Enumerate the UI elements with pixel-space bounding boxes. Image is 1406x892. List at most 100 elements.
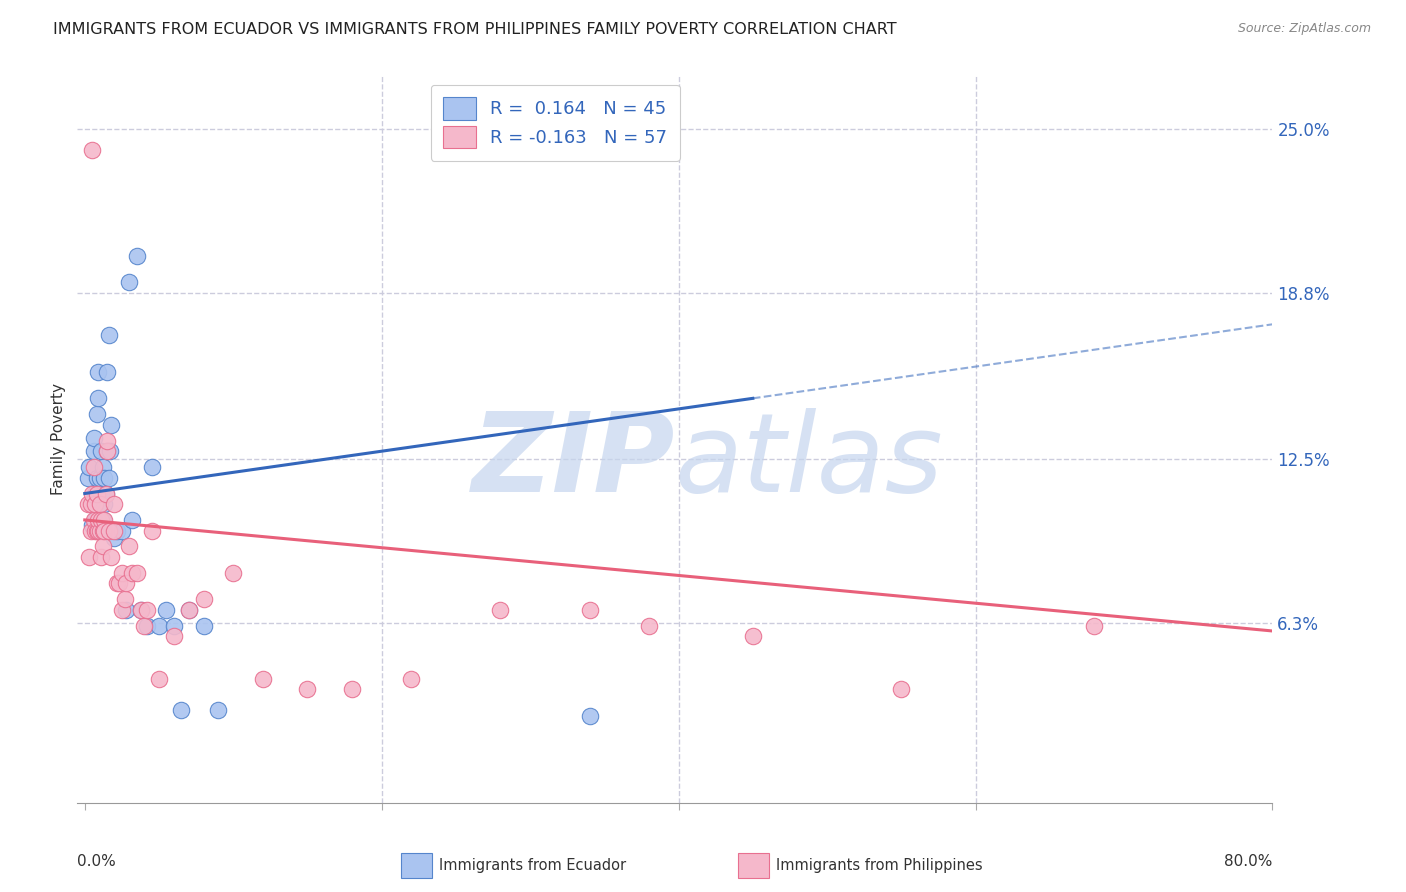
Point — [89, 497, 111, 511]
Point — [136, 603, 159, 617]
Point — [87, 524, 110, 538]
Point — [111, 603, 134, 617]
Point — [136, 618, 159, 632]
Point — [82, 518, 104, 533]
Point — [86, 407, 108, 421]
Point — [111, 524, 134, 538]
Point — [80, 497, 103, 511]
Point — [340, 682, 363, 697]
Point — [115, 603, 138, 617]
Point — [82, 486, 104, 500]
Point — [82, 143, 104, 157]
Point — [100, 417, 122, 432]
Point — [93, 513, 115, 527]
Point — [84, 513, 107, 527]
Point — [91, 540, 114, 554]
Text: 80.0%: 80.0% — [1225, 854, 1272, 869]
Point — [93, 497, 115, 511]
Point — [91, 460, 114, 475]
Point — [163, 629, 186, 643]
Point — [578, 603, 600, 617]
Point — [148, 672, 170, 686]
Y-axis label: Family Poverty: Family Poverty — [51, 384, 66, 495]
Text: Immigrants from Philippines: Immigrants from Philippines — [776, 858, 983, 872]
Point — [177, 603, 200, 617]
Point — [90, 444, 112, 458]
Point — [107, 576, 129, 591]
Point — [578, 708, 600, 723]
Point — [90, 513, 112, 527]
Point — [114, 592, 136, 607]
Point — [91, 513, 114, 527]
Point — [94, 486, 117, 500]
Point — [1083, 618, 1105, 632]
Point — [103, 497, 125, 511]
Point — [108, 576, 131, 591]
Point — [163, 618, 186, 632]
Point — [83, 460, 105, 475]
Point — [84, 524, 107, 538]
Point — [125, 249, 148, 263]
Point — [96, 434, 118, 448]
Point — [98, 444, 121, 458]
Point — [141, 524, 163, 538]
Point — [93, 470, 115, 484]
Point — [111, 566, 134, 580]
Point — [193, 618, 215, 632]
Point — [90, 549, 112, 564]
Point — [115, 576, 138, 591]
Point — [107, 524, 129, 538]
Point — [741, 629, 763, 643]
Point — [97, 327, 120, 342]
Point — [134, 618, 156, 632]
Text: Source: ZipAtlas.com: Source: ZipAtlas.com — [1237, 22, 1371, 36]
Point — [76, 470, 98, 484]
Point — [100, 549, 122, 564]
Point — [297, 682, 319, 697]
Point — [96, 444, 118, 458]
Point — [101, 524, 124, 538]
Point — [148, 618, 170, 632]
Point — [638, 618, 661, 632]
Point — [91, 524, 114, 538]
Point — [83, 444, 105, 458]
Point — [129, 603, 152, 617]
Point — [87, 392, 110, 406]
Point — [207, 703, 229, 717]
Point — [83, 431, 105, 445]
Point — [222, 566, 245, 580]
Point — [97, 524, 120, 538]
Point — [193, 592, 215, 607]
Point — [87, 513, 110, 527]
Point — [96, 444, 118, 458]
Point — [86, 470, 108, 484]
Point — [76, 497, 98, 511]
Point — [96, 365, 118, 379]
Legend: R =  0.164   N = 45, R = -0.163   N = 57: R = 0.164 N = 45, R = -0.163 N = 57 — [430, 85, 681, 161]
Point — [80, 524, 103, 538]
Point — [84, 497, 107, 511]
Point — [121, 513, 143, 527]
Point — [118, 275, 141, 289]
Text: atlas: atlas — [675, 408, 943, 515]
Point — [87, 365, 110, 379]
Point — [94, 486, 117, 500]
Point — [121, 566, 143, 580]
Point — [129, 603, 152, 617]
Point — [118, 540, 141, 554]
Point — [103, 532, 125, 546]
Text: 0.0%: 0.0% — [77, 854, 117, 869]
Point — [252, 672, 274, 686]
Point — [86, 486, 108, 500]
Point — [89, 470, 111, 484]
Point — [125, 566, 148, 580]
Point — [77, 549, 100, 564]
Point — [177, 603, 200, 617]
Point — [86, 524, 108, 538]
Point — [103, 524, 125, 538]
Point — [84, 486, 107, 500]
Text: ZIP: ZIP — [471, 408, 675, 515]
Point — [489, 603, 512, 617]
Text: IMMIGRANTS FROM ECUADOR VS IMMIGRANTS FROM PHILIPPINES FAMILY POVERTY CORRELATIO: IMMIGRANTS FROM ECUADOR VS IMMIGRANTS FR… — [53, 22, 897, 37]
Point — [77, 460, 100, 475]
